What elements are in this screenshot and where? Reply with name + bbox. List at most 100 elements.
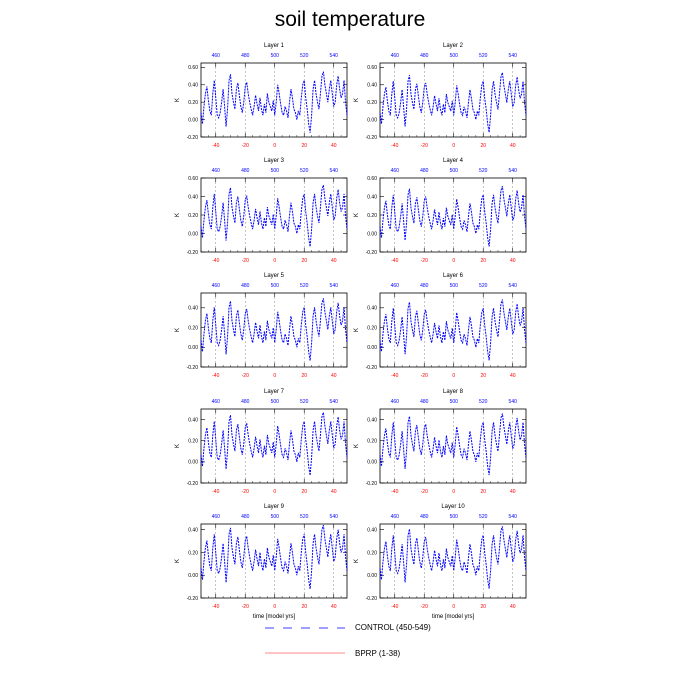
layer-8-toptick-label: 460 bbox=[391, 399, 400, 405]
layer-10-title: Layer 10 bbox=[441, 504, 465, 510]
layer-8-ylabel: K bbox=[354, 444, 360, 448]
layer-6-toptick-label: 500 bbox=[450, 283, 459, 289]
layer-1-toptick-label: 540 bbox=[330, 53, 339, 59]
layer-4-xtick-label: 0 bbox=[452, 258, 455, 264]
layer-5-toptick-label: 500 bbox=[271, 283, 280, 289]
layer-7-series-control bbox=[200, 412, 348, 476]
layer-9-ytick-label: 0.40 bbox=[188, 527, 198, 533]
layer-7-ytick-label: 0.20 bbox=[188, 439, 198, 445]
layer-5-xtick-label: -20 bbox=[242, 373, 249, 379]
layer-6-ytick-label: -0.20 bbox=[366, 365, 378, 371]
layer-8-xtick-label: 0 bbox=[452, 489, 455, 495]
layer-5-toptick-label: 520 bbox=[300, 283, 309, 289]
layer-8-toptick-label: 520 bbox=[479, 399, 488, 405]
layer-2-ytick-label: 0.20 bbox=[367, 100, 377, 106]
layer-3-ylabel: K bbox=[175, 213, 181, 217]
layer-1-ytick-label: 0.60 bbox=[188, 65, 198, 71]
layer-9-title: Layer 9 bbox=[264, 504, 285, 510]
layer-4-series-control bbox=[379, 186, 527, 247]
layer-9-xtick-label: -40 bbox=[212, 604, 219, 610]
layer-2-toptick-label: 520 bbox=[479, 53, 488, 59]
layer-6-ylabel: K bbox=[354, 328, 360, 332]
layer-7-ylabel: K bbox=[175, 444, 181, 448]
layer-9-xlabel: time [model yrs] bbox=[253, 614, 296, 620]
layer-4-xtick-label: 40 bbox=[510, 258, 516, 264]
legend-bprp-label: BPRP (1-38) bbox=[355, 649, 401, 658]
layer-9-toptick-label: 460 bbox=[212, 514, 221, 520]
layer-6-toptick-label: 520 bbox=[479, 283, 488, 289]
layer-3-ytick-label: 0.60 bbox=[188, 176, 198, 182]
layer-2-ytick-label: 0.60 bbox=[367, 65, 377, 71]
page-title: soil temperature bbox=[274, 8, 426, 31]
layer-1-ytick-label: -0.20 bbox=[187, 135, 199, 141]
layer-7-xtick-label: -20 bbox=[242, 489, 249, 495]
layer-2-toptick-label: 460 bbox=[391, 53, 400, 59]
layer-5-series-control bbox=[200, 298, 348, 361]
layer-10-series-control bbox=[379, 526, 527, 589]
layer-8-toptick-label: 480 bbox=[420, 399, 429, 405]
layer-7-xtick-label: -40 bbox=[212, 489, 219, 495]
layer-9-series-control bbox=[200, 524, 348, 589]
layer-3-xtick-label: -40 bbox=[212, 258, 219, 264]
layer-1-toptick-label: 460 bbox=[212, 53, 221, 59]
layer-3-toptick-label: 460 bbox=[212, 168, 221, 174]
layer-4-toptick-label: 540 bbox=[509, 168, 518, 174]
layer-6-xtick-label: -20 bbox=[421, 373, 428, 379]
layer-1-series-control bbox=[200, 71, 348, 133]
legend-control-label: CONTROL (450-549) bbox=[355, 623, 431, 632]
layer-2-frame bbox=[379, 62, 527, 138]
layer-2-xtick-label: -40 bbox=[391, 143, 398, 149]
layer-8-ytick-label: 0.00 bbox=[367, 460, 377, 466]
layer-2-xtick-label: 0 bbox=[452, 143, 455, 149]
layer-5-ylabel: K bbox=[175, 328, 181, 332]
layer-10-toptick-label: 520 bbox=[479, 514, 488, 520]
layer-7-ytick-label: -0.20 bbox=[187, 481, 199, 487]
layer-9-frame bbox=[200, 523, 348, 599]
layer-8-xtick-label: -20 bbox=[421, 489, 428, 495]
layer-9-xtick-label: -20 bbox=[242, 604, 249, 610]
layer-5-xtick-label: -40 bbox=[212, 373, 219, 379]
layer-10-xtick-label: 0 bbox=[452, 604, 455, 610]
layer-6-ytick-label: 0.40 bbox=[367, 306, 377, 312]
layer-3-xtick-label: -20 bbox=[242, 258, 249, 264]
layer-3-ytick-label: 0.20 bbox=[188, 213, 198, 219]
layer-8-ytick-label: -0.20 bbox=[366, 481, 378, 487]
layer-10-toptick-label: 460 bbox=[391, 514, 400, 520]
layer-10-toptick-label: 500 bbox=[450, 514, 459, 520]
layer-3-series-control bbox=[200, 185, 348, 247]
layer-3-toptick-label: 480 bbox=[241, 168, 250, 174]
layer-3-toptick-label: 500 bbox=[271, 168, 280, 174]
layer-10-ylabel: K bbox=[354, 559, 360, 563]
layer-7-ytick-label: 0.40 bbox=[188, 417, 198, 423]
layer-1-title: Layer 1 bbox=[264, 43, 285, 49]
layer-7-ytick-label: 0.00 bbox=[188, 460, 198, 466]
layer-9-toptick-label: 520 bbox=[300, 514, 309, 520]
layer-2-toptick-label: 540 bbox=[509, 53, 518, 59]
layer-10-xtick-label: -40 bbox=[391, 604, 398, 610]
layer-1-ytick-label: 0.40 bbox=[188, 83, 198, 89]
layer-9-xtick-label: 40 bbox=[331, 604, 337, 610]
layer-6-xtick-label: 20 bbox=[480, 373, 486, 379]
layer-1-frame bbox=[200, 62, 348, 138]
layer-1-xtick-label: -20 bbox=[242, 143, 249, 149]
layer-2-toptick-label: 480 bbox=[420, 53, 429, 59]
layer-7-xtick-label: 40 bbox=[331, 489, 337, 495]
layer-7-toptick-label: 520 bbox=[300, 399, 309, 405]
layer-2-ytick-label: 0.40 bbox=[367, 83, 377, 89]
layer-5-toptick-label: 540 bbox=[330, 283, 339, 289]
layer-4-ytick-label: 0.40 bbox=[367, 194, 377, 200]
layer-1-toptick-label: 520 bbox=[300, 53, 309, 59]
layer-3-toptick-label: 540 bbox=[330, 168, 339, 174]
layer-9-ytick-label: -0.20 bbox=[187, 596, 199, 602]
layer-2-ytick-label: -0.20 bbox=[366, 135, 378, 141]
layer-10-toptick-label: 540 bbox=[509, 514, 518, 520]
layer-2-title: Layer 2 bbox=[443, 43, 464, 49]
layer-4-ytick-label: 0.00 bbox=[367, 231, 377, 237]
layer-10-xtick-label: 40 bbox=[510, 604, 516, 610]
layer-1-xtick-label: 0 bbox=[273, 143, 276, 149]
layer-3-ytick-label: 0.40 bbox=[188, 194, 198, 200]
layer-3-xtick-label: 0 bbox=[273, 258, 276, 264]
layer-9-xtick-label: 0 bbox=[273, 604, 276, 610]
layer-9-ytick-label: 0.00 bbox=[188, 573, 198, 579]
layer-7-toptick-label: 460 bbox=[212, 399, 221, 405]
